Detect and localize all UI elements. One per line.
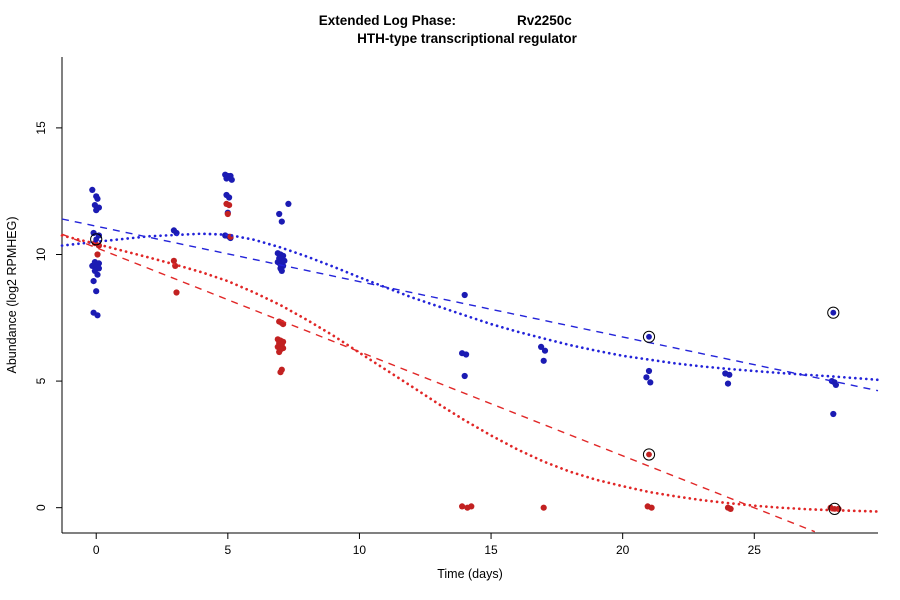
x-tick-label: 15 (484, 543, 498, 557)
flagged-point (93, 236, 100, 243)
chart-subtitle: HTH-type transcriptional regulator (357, 31, 578, 46)
data-point (276, 348, 283, 356)
flagged-point (831, 506, 838, 512)
data-point (94, 251, 101, 258)
data-point (540, 357, 547, 364)
x-tick-label: 20 (616, 543, 630, 557)
data-point (226, 202, 233, 209)
axes: 0 5 10 15 20 25 0 5 10 15 (34, 57, 878, 557)
data-point (170, 257, 177, 264)
flag-ring-icon (642, 330, 656, 343)
data-point (89, 186, 96, 193)
fit-blue-dotted (60, 232, 880, 382)
y-tick-label: 5 (34, 377, 48, 384)
data-point (285, 200, 292, 207)
data-point (830, 410, 837, 418)
x-axis-label: Time (days) (437, 567, 503, 581)
flagged-points (90, 233, 841, 515)
data-point (94, 195, 101, 202)
chart-title-left: Extended Log Phase: (319, 13, 456, 28)
fit-blue-dotted-path (60, 232, 880, 382)
data-point (832, 381, 840, 388)
data-point (461, 372, 468, 380)
fit-red-dashed-path (61, 233, 816, 533)
fit-red-dashed (61, 233, 816, 533)
data-point (93, 207, 100, 214)
flagged-point (646, 333, 652, 340)
flag-ring-icon (642, 448, 656, 461)
data-point (468, 503, 475, 510)
data-point (724, 380, 732, 387)
y-tick-label: 10 (34, 247, 48, 261)
fit-blue-dashed-path (61, 218, 879, 392)
data-point (277, 369, 284, 376)
chart-series (60, 171, 880, 533)
y-tick-label: 0 (34, 504, 48, 511)
data-point (90, 229, 97, 237)
data-point (538, 343, 545, 350)
x-tick-label: 5 (224, 543, 231, 557)
chart-title-right: Rv2250c (517, 13, 572, 28)
flag-ring-icon (827, 306, 840, 319)
fit-red-dotted (60, 234, 880, 513)
data-point (726, 371, 733, 378)
data-point (540, 504, 547, 511)
data-point (90, 278, 97, 285)
data-point (223, 175, 230, 182)
data-point (224, 210, 231, 218)
x-tick-label: 25 (748, 543, 762, 557)
data-point (727, 505, 734, 512)
data-point (228, 176, 235, 183)
data-point (541, 347, 549, 354)
data-point (281, 257, 288, 264)
data-point (93, 288, 100, 295)
fit-red-dotted-path (60, 234, 880, 513)
data-point (276, 210, 283, 218)
data-point (278, 267, 285, 274)
x-tick-label: 0 (93, 543, 100, 557)
blue-points (89, 171, 840, 418)
data-point (278, 218, 285, 225)
flagged-point (830, 309, 837, 316)
data-point (226, 194, 233, 201)
data-point (173, 289, 180, 296)
flag-ring-icon (828, 502, 841, 515)
data-point (94, 271, 101, 278)
data-point (645, 367, 653, 375)
x-tick-label: 10 (353, 543, 367, 557)
data-point (459, 503, 466, 510)
fit-blue-dashed (61, 218, 879, 392)
y-axis-label: Abundance (log2 RPMHEG) (5, 216, 19, 373)
data-point (94, 312, 101, 319)
y-tick-label: 15 (34, 121, 48, 135)
data-point (643, 374, 650, 381)
data-point (463, 351, 470, 358)
data-point (647, 379, 654, 386)
flag-ring-icon (90, 233, 103, 246)
data-point (461, 291, 468, 299)
data-point (648, 504, 655, 511)
flagged-point (646, 451, 652, 458)
